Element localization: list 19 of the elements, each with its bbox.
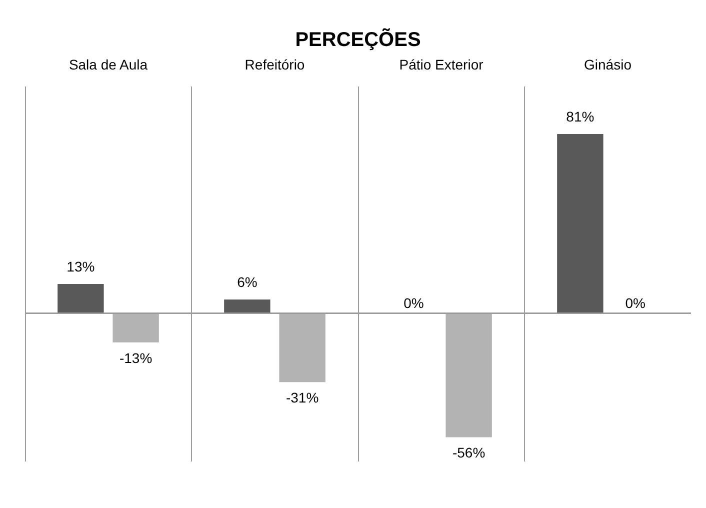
data-label: -31%: [286, 390, 319, 406]
data-label: 0%: [404, 295, 424, 312]
bar: [58, 284, 104, 314]
x-tick-label: Pátio Exterior: [399, 56, 484, 72]
bar: [279, 312, 326, 382]
x-tick-label: Sala de Aula: [68, 56, 148, 72]
x-tick-label: Ginásio: [584, 56, 632, 72]
bar: [557, 134, 604, 314]
data-label: -56%: [452, 444, 486, 461]
x-tick-label: Refeitório: [244, 56, 305, 72]
chart-title: PERCEÇÕES: [295, 28, 421, 51]
data-label: 13%: [66, 258, 95, 275]
data-label: -13%: [119, 350, 152, 366]
bar: [446, 312, 492, 438]
bar: [224, 299, 270, 314]
data-label: 81%: [566, 108, 594, 125]
data-label: 0%: [625, 295, 646, 312]
bar: [112, 312, 159, 342]
data-label: 6%: [237, 274, 258, 290]
